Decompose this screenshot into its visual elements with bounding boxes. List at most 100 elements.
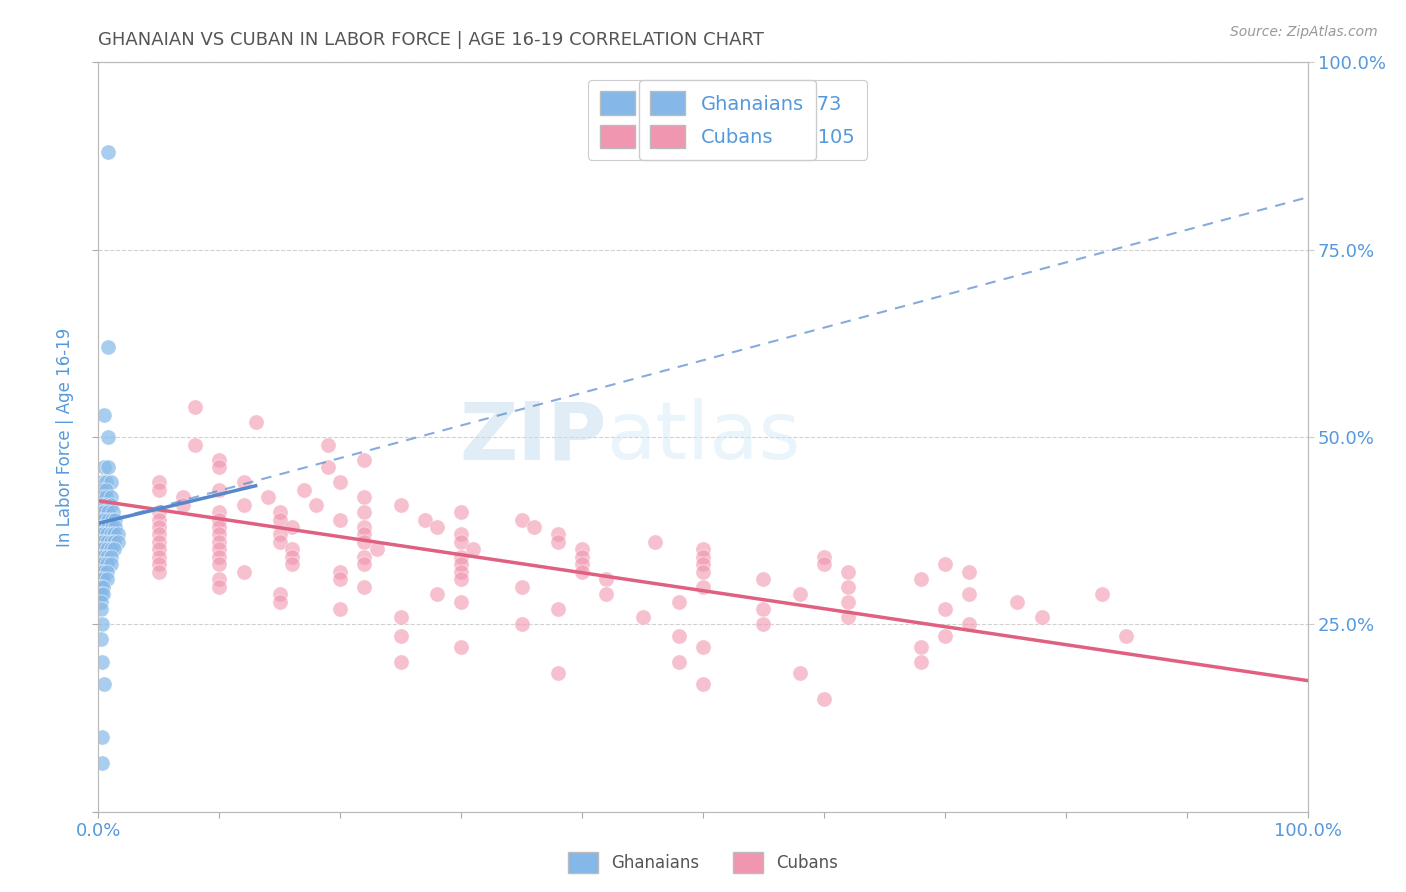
Point xyxy=(90,565,112,579)
Point xyxy=(450,595,472,609)
Point xyxy=(208,542,231,557)
Point xyxy=(281,520,304,534)
Point xyxy=(94,483,117,497)
Point xyxy=(91,655,114,669)
Point xyxy=(547,666,569,681)
Point xyxy=(837,580,859,594)
Point xyxy=(97,460,120,475)
Point xyxy=(148,483,170,497)
Point xyxy=(208,580,231,594)
Point xyxy=(413,512,436,526)
Point xyxy=(208,558,231,572)
Point xyxy=(96,573,118,587)
Point xyxy=(91,587,114,601)
Point xyxy=(837,595,859,609)
Point xyxy=(100,535,122,549)
Point xyxy=(100,498,122,512)
Point xyxy=(752,617,775,632)
Point xyxy=(107,527,129,541)
Point xyxy=(353,580,375,594)
Point xyxy=(571,558,593,572)
Point xyxy=(104,520,127,534)
Point xyxy=(100,549,122,564)
Point xyxy=(269,505,291,519)
Point xyxy=(96,558,118,572)
Point xyxy=(269,535,291,549)
Point xyxy=(910,640,932,654)
Point xyxy=(91,527,114,541)
Point xyxy=(93,520,115,534)
Point xyxy=(232,475,254,489)
Point xyxy=(934,629,956,643)
Point xyxy=(90,535,112,549)
Legend: Ghanaians, Cubans: Ghanaians, Cubans xyxy=(561,846,845,880)
Point xyxy=(450,527,472,541)
Point xyxy=(692,640,714,654)
Point xyxy=(329,512,352,526)
Point xyxy=(96,549,118,564)
Point xyxy=(329,565,352,579)
Point xyxy=(305,498,328,512)
Point xyxy=(353,535,375,549)
Point xyxy=(329,602,352,616)
Point xyxy=(232,498,254,512)
Point xyxy=(90,573,112,587)
Point xyxy=(256,490,278,504)
Point xyxy=(450,565,472,579)
Point xyxy=(148,549,170,564)
Point xyxy=(426,587,449,601)
Point xyxy=(97,505,120,519)
Point xyxy=(426,520,449,534)
Point xyxy=(100,512,122,526)
Point xyxy=(148,505,170,519)
Point xyxy=(389,498,412,512)
Point xyxy=(90,549,112,564)
Point xyxy=(789,587,811,601)
Point xyxy=(90,558,112,572)
Point xyxy=(93,460,115,475)
Point xyxy=(463,542,485,557)
Point xyxy=(281,558,304,572)
Point xyxy=(91,498,114,512)
Point xyxy=(245,415,267,429)
Point xyxy=(208,520,231,534)
Point xyxy=(91,573,114,587)
Point xyxy=(107,535,129,549)
Point xyxy=(1031,610,1053,624)
Point xyxy=(692,580,714,594)
Point xyxy=(90,602,112,616)
Point xyxy=(450,558,472,572)
Point xyxy=(813,558,835,572)
Point xyxy=(91,549,114,564)
Point xyxy=(353,452,375,467)
Text: atlas: atlas xyxy=(606,398,800,476)
Point xyxy=(208,527,231,541)
Point xyxy=(91,565,114,579)
Point xyxy=(90,520,112,534)
Point xyxy=(90,632,112,647)
Point xyxy=(96,565,118,579)
Point xyxy=(184,437,207,451)
Point xyxy=(752,602,775,616)
Point xyxy=(934,558,956,572)
Point xyxy=(316,460,339,475)
Point xyxy=(269,587,291,601)
Point xyxy=(752,573,775,587)
Point xyxy=(316,437,339,451)
Point xyxy=(353,558,375,572)
Point xyxy=(91,558,114,572)
Point xyxy=(934,602,956,616)
Point xyxy=(91,580,114,594)
Point xyxy=(389,629,412,643)
Point xyxy=(208,505,231,519)
Point xyxy=(329,475,352,489)
Point xyxy=(668,629,690,643)
Point xyxy=(96,542,118,557)
Point xyxy=(208,512,231,526)
Point xyxy=(353,549,375,564)
Point xyxy=(547,602,569,616)
Point xyxy=(93,408,115,422)
Point xyxy=(91,483,114,497)
Point xyxy=(96,535,118,549)
Point xyxy=(450,573,472,587)
